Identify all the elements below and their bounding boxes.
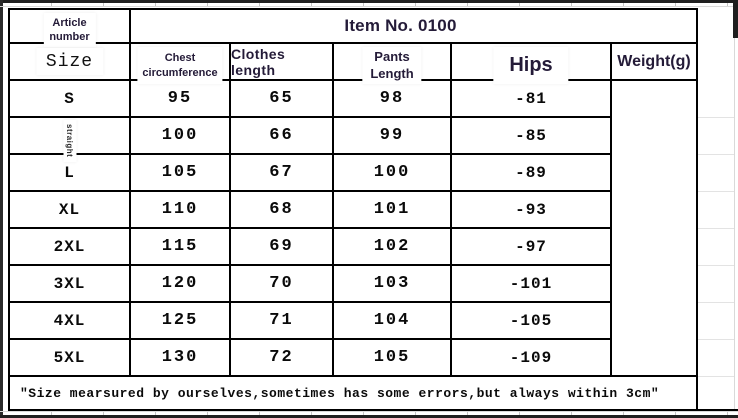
hips-header-label: Hips bbox=[493, 47, 569, 84]
hips-value: -93 bbox=[452, 192, 612, 229]
size-straight-vertical-label: straight bbox=[63, 120, 76, 162]
hips-value: -105 bbox=[452, 303, 612, 340]
hips-value: -89 bbox=[452, 155, 612, 192]
pants-value: 103 bbox=[334, 266, 452, 303]
right-margin-gridlines bbox=[698, 81, 734, 409]
article-number-label: Article number bbox=[43, 13, 96, 47]
size-cell: XL bbox=[10, 192, 131, 229]
size-cell: 4XL bbox=[10, 303, 131, 340]
chest-value: 95 bbox=[131, 81, 231, 118]
clothes-value: 71 bbox=[231, 303, 334, 340]
hips-value: -109 bbox=[452, 340, 612, 377]
top-gridline-ticks bbox=[0, 3, 738, 7]
pants-length-header-cell: Pants Length bbox=[334, 44, 452, 84]
size-chart-table: Article number Item No. 0100 Size Chest … bbox=[8, 8, 698, 411]
article-number-line1: Article bbox=[52, 16, 87, 29]
size-header-cell: Size bbox=[10, 44, 131, 81]
pants-value: 104 bbox=[334, 303, 452, 340]
chest-value: 130 bbox=[131, 340, 231, 377]
chest-value: 125 bbox=[131, 303, 231, 340]
pants-value: 100 bbox=[334, 155, 452, 192]
chest-header-cell: Chest circumference bbox=[131, 44, 231, 84]
article-number-header-cell: Article number bbox=[10, 10, 131, 47]
right-margin-gridline bbox=[734, 3, 735, 411]
pants-value: 105 bbox=[334, 340, 452, 377]
size-cell: 5XL bbox=[10, 340, 131, 377]
size-cell: 2XL bbox=[10, 229, 131, 266]
chest-header-line1: Chest bbox=[164, 51, 196, 64]
weight-header-label: Weight(g) bbox=[617, 52, 691, 70]
weight-header-cell: Weight(g) bbox=[612, 44, 696, 81]
clothes-length-header-label: Clothes length bbox=[231, 45, 286, 78]
weight-column-body bbox=[612, 81, 696, 377]
hips-value: -85 bbox=[452, 118, 612, 155]
chest-value: 105 bbox=[131, 155, 231, 192]
clothes-value: 66 bbox=[231, 118, 334, 155]
measurement-note: ″Size mearsured by ourselves,sometimes h… bbox=[20, 385, 660, 401]
pants-header-line1: Pants bbox=[374, 49, 410, 65]
chest-header-line2: circumference bbox=[142, 66, 218, 79]
size-cell: straight bbox=[10, 118, 131, 162]
item-no-header-cell: Item No. 0100 bbox=[131, 10, 696, 44]
screenshot-bottom-edge bbox=[0, 415, 738, 418]
pants-value: 101 bbox=[334, 192, 452, 229]
hips-header-cell: Hips bbox=[452, 44, 612, 84]
table-bottom-border-extension bbox=[696, 409, 738, 411]
clothes-length-header-cell: Clothes length bbox=[231, 44, 334, 81]
pants-length-header-label: Pants Length bbox=[362, 47, 422, 84]
chest-header-label: Chest circumference bbox=[137, 47, 223, 84]
clothes-value: 70 bbox=[231, 266, 334, 303]
hips-value: -97 bbox=[452, 229, 612, 266]
clothes-value: 72 bbox=[231, 340, 334, 377]
hips-value: -101 bbox=[452, 266, 612, 303]
chest-value: 120 bbox=[131, 266, 231, 303]
pants-value: 98 bbox=[334, 81, 452, 118]
screenshot-right-edge bbox=[733, 0, 738, 38]
size-cell: L bbox=[10, 155, 131, 192]
chest-value: 100 bbox=[131, 118, 231, 155]
clothes-value: 67 bbox=[231, 155, 334, 192]
bottom-gridline-ticks bbox=[0, 411, 738, 415]
pants-value: 99 bbox=[334, 118, 452, 155]
hips-value: -81 bbox=[452, 81, 612, 118]
screenshot-left-edge bbox=[0, 0, 3, 416]
clothes-value: 69 bbox=[231, 229, 334, 266]
pants-header-line2: Length bbox=[370, 65, 414, 81]
chest-value: 115 bbox=[131, 229, 231, 266]
size-header-label: Size bbox=[35, 48, 104, 75]
size-cell: 3XL bbox=[10, 266, 131, 303]
size-cell: S bbox=[10, 81, 131, 118]
screenshot-top-edge bbox=[0, 0, 738, 3]
clothes-value: 68 bbox=[231, 192, 334, 229]
clothes-value: 65 bbox=[231, 81, 334, 118]
chest-value: 110 bbox=[131, 192, 231, 229]
pants-value: 102 bbox=[334, 229, 452, 266]
article-number-line2: number bbox=[49, 31, 90, 43]
